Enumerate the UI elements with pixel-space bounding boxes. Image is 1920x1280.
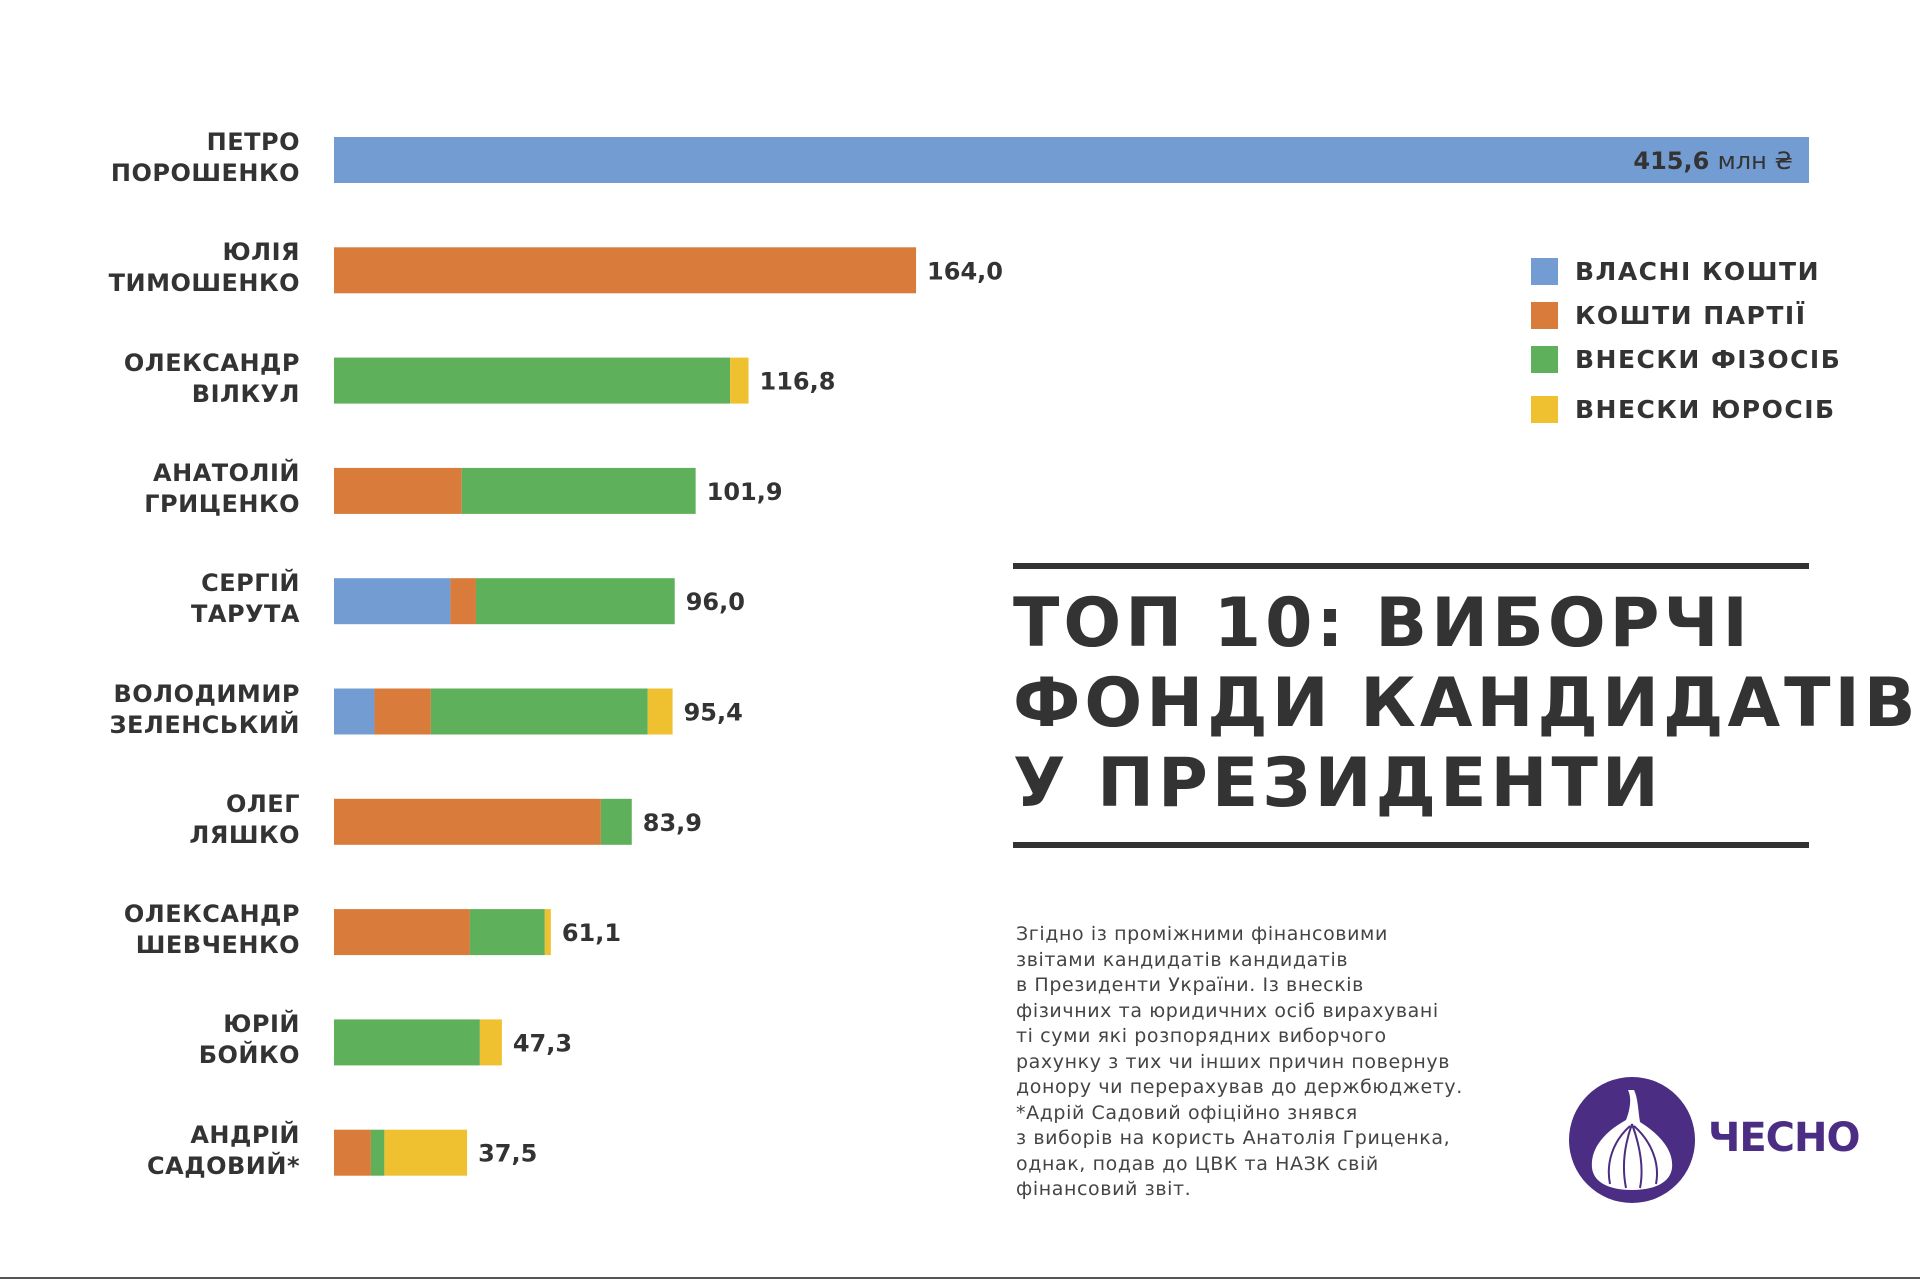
legend-label: ВЛАСНІ КОШТИ xyxy=(1575,256,1820,286)
candidate-label-line: ПОРОШЕНКО xyxy=(110,159,300,187)
bar-segment xyxy=(479,1019,502,1066)
candidate-label-line: ТИМОШЕНКО xyxy=(108,269,300,298)
footnote-line: фізичних та юридичних осіб вирахувані xyxy=(1016,999,1439,1022)
candidate-label-line: ЮЛІЯ xyxy=(222,238,300,267)
candidate-label: СЕРГІЙ ТАРУТА xyxy=(191,568,300,630)
legend-swatch xyxy=(1531,395,1558,423)
bar-segment xyxy=(450,578,476,625)
candidate-label-line: ЗЕЛЕНСЬКИЙ xyxy=(109,710,300,739)
value-label: 96,0 xyxy=(686,588,745,616)
value-label: 61,1 xyxy=(562,919,621,947)
footnote-line: однак, подав до ЦВК та НАЗК свій xyxy=(1016,1152,1379,1175)
bar-segment xyxy=(334,688,375,735)
chesno-logo-text: ЧЕСНО xyxy=(1708,1115,1860,1161)
candidate-label-line: ШЕВЧЕНКО xyxy=(135,931,300,960)
candidate-label-line: САДОВИЙ* xyxy=(147,1151,300,1180)
candidate-label-line: ГРИЦЕНКО xyxy=(144,489,300,518)
footnote-line: в Президенти України. Із внесків xyxy=(1016,974,1364,996)
legend-item: ВНЕСКИ ЮРОСІБ xyxy=(1531,394,1836,424)
footnote-line: рахунку з тих чи інших причин повернув xyxy=(1016,1050,1451,1073)
candidate-label-line: ВОЛОДИМИР xyxy=(113,679,300,708)
candidate-label: ЮРІЙ БОЙКО xyxy=(199,1009,300,1071)
candidate-label: ВОЛОДИМИР ЗЕЛЕНСЬКИЙ xyxy=(109,679,300,741)
bar-segment xyxy=(384,1129,468,1176)
bar-segment xyxy=(469,909,545,956)
bar-segment xyxy=(374,688,431,735)
legend-swatch xyxy=(1531,345,1558,373)
candidate-label: ПЕТРО ПОРОШЕНКО xyxy=(111,127,300,189)
candidate-label-line: ТАРУТА xyxy=(191,600,300,629)
bar-segment xyxy=(370,1129,385,1176)
candidate-label: АНДРІЙ САДОВИЙ* xyxy=(147,1120,300,1182)
bar-segment xyxy=(730,357,749,404)
value-label: 164,0 xyxy=(927,257,1003,285)
bar-segment xyxy=(334,467,462,514)
bar-segment xyxy=(334,1129,371,1176)
footnote-line: звітами кандидатів кандидатів xyxy=(1016,948,1349,971)
bar-segment xyxy=(334,357,731,404)
candidate-label-line: АНДРІЙ xyxy=(190,1120,300,1149)
chesno-garlic-logo-icon xyxy=(1569,1077,1695,1203)
candidate-label: ОЛЕКСАНДР ШЕВЧЕНКО xyxy=(124,899,300,961)
candidate-label-line: ОЛЕКСАНДР xyxy=(123,348,300,377)
footnote-line: *Адрій Садовий офіційно знявся xyxy=(1016,1101,1358,1124)
value-label: 47,3 xyxy=(513,1029,572,1057)
bar-segment xyxy=(647,688,673,735)
candidate-label-line: АНАТОЛІЙ xyxy=(153,458,300,487)
bar-segment xyxy=(430,688,648,735)
candidate-label-line: ОЛЕКСАНДР xyxy=(123,900,300,929)
legend-label: ВНЕСКИ ФІЗОСІБ xyxy=(1575,344,1842,374)
bottom-border xyxy=(0,1277,1920,1279)
bar-segment xyxy=(334,798,601,845)
value-label: 83,9 xyxy=(643,809,702,837)
bar-segment xyxy=(334,578,451,625)
candidate-label: АНАТОЛІЙ ГРИЦЕНКО xyxy=(144,458,300,520)
candidate-label-line: ЮРІЙ xyxy=(223,1010,300,1039)
legend-label: КОШТИ ПАРТІЇ xyxy=(1575,300,1807,330)
bar-segment xyxy=(461,467,696,514)
bar-segment xyxy=(475,578,675,625)
value-label: 101,9 xyxy=(707,478,783,506)
value-label: 116,8 xyxy=(760,368,836,396)
bar-segment xyxy=(334,247,917,294)
bar-segment xyxy=(334,1019,480,1066)
legend-item: ВНЕСКИ ФІЗОСІБ xyxy=(1531,344,1841,374)
footnote-line: фінансовий звіт. xyxy=(1016,1178,1192,1200)
candidate-label: ЮЛІЯ ТИМОШЕНКО xyxy=(109,237,300,299)
legend-item: КОШТИ ПАРТІЇ xyxy=(1531,300,1807,330)
candidate-label-line: ОЛЕГ xyxy=(225,789,300,818)
footnote-line: з виборів на користь Анатолія Гриценка, xyxy=(1016,1127,1451,1149)
chart-title-line-2: ФОНДИ КАНДИДАТІВ xyxy=(1013,664,1920,743)
candidate-label-line: ВІЛКУЛ xyxy=(191,379,300,408)
footnote: Згідно із проміжними фінансовими звітами… xyxy=(1016,922,1463,1203)
bar-segment xyxy=(334,137,1809,183)
legend-item: ВЛАСНІ КОШТИ xyxy=(1531,256,1820,286)
candidate-label-line: ЛЯШКО xyxy=(189,820,300,849)
candidate-label-line: БОЙКО xyxy=(198,1041,300,1070)
footnote-line: Згідно із проміжними фінансовими xyxy=(1016,923,1388,945)
footnote-line: донору чи перерахував до держбюджету. xyxy=(1016,1076,1463,1098)
bar-segment xyxy=(334,909,470,956)
candidate-label-line: ПЕТРО xyxy=(206,128,300,156)
title-bottom-rule xyxy=(1013,842,1809,848)
candidate-label: ОЛЕГ ЛЯШКО xyxy=(189,789,300,851)
title-top-rule xyxy=(1013,563,1809,569)
legend-swatch xyxy=(1531,301,1558,329)
value-label: 415,6 млн ₴ xyxy=(1633,147,1793,175)
bar-segment xyxy=(544,909,551,956)
chart-title-line-3: У ПРЕЗИДЕНТИ xyxy=(1013,744,1663,823)
legend-swatch xyxy=(1531,257,1558,285)
legend-label: ВНЕСКИ ЮРОСІБ xyxy=(1575,394,1836,424)
chart-title-line-1: ТОП 10: ВИБОРЧІ xyxy=(1013,584,1752,663)
value-label: 95,4 xyxy=(684,699,743,727)
bar-segment xyxy=(600,798,632,845)
candidate-label-line: СЕРГІЙ xyxy=(201,569,300,598)
candidate-label: ОЛЕКСАНДР ВІЛКУЛ xyxy=(124,348,300,410)
value-label: 37,5 xyxy=(478,1140,537,1168)
footnote-line: ті суми які розпорядних виборчого xyxy=(1016,1025,1387,1047)
